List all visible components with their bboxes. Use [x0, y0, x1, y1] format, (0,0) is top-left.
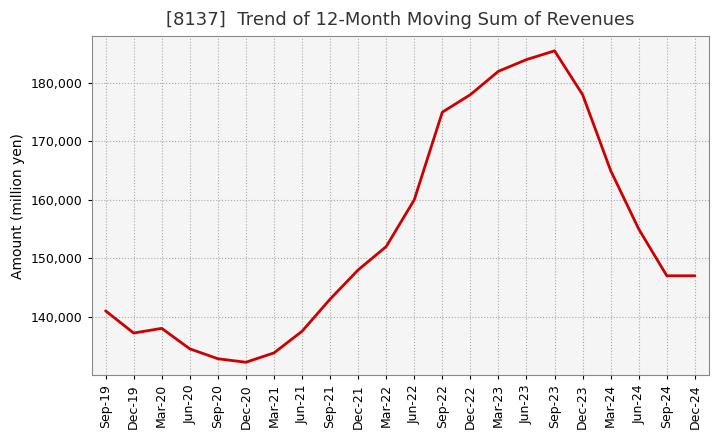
Y-axis label: Amount (million yen): Amount (million yen)	[11, 133, 25, 279]
Title: [8137]  Trend of 12-Month Moving Sum of Revenues: [8137] Trend of 12-Month Moving Sum of R…	[166, 11, 634, 29]
